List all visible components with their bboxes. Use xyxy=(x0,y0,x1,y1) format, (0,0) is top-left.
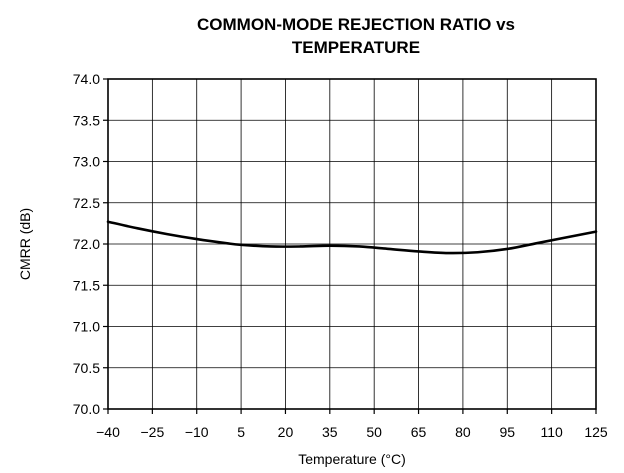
chart-title-line-2: TEMPERATURE xyxy=(292,38,420,57)
x-tick-label: 50 xyxy=(366,424,382,440)
plot-frame xyxy=(107,78,597,410)
y-tick-label: 70.0 xyxy=(73,401,100,417)
y-tick-label: 71.0 xyxy=(73,319,100,335)
gridlines xyxy=(108,79,596,409)
axis-ticks xyxy=(103,78,597,414)
y-tick-label: 72.0 xyxy=(73,236,100,252)
x-tick-label: 35 xyxy=(322,424,338,440)
y-tick-label: 70.5 xyxy=(73,360,100,376)
y-tick-label: 71.5 xyxy=(73,277,100,293)
x-tick-label: 80 xyxy=(455,424,471,440)
chart-title-line-1: COMMON-MODE REJECTION RATIO vs xyxy=(197,15,515,34)
x-axis-label: Temperature (°C) xyxy=(298,451,406,467)
x-tick-label: −10 xyxy=(185,424,209,440)
x-tick-labels: −40 −25 −10 5 20 35 50 65 80 95 110 125 xyxy=(96,424,608,440)
x-tick-label: −40 xyxy=(96,424,120,440)
x-tick-label: 65 xyxy=(411,424,427,440)
x-tick-label: −25 xyxy=(140,424,164,440)
y-tick-label: 72.5 xyxy=(73,195,100,211)
x-tick-label: 5 xyxy=(237,424,245,440)
y-tick-label: 73.0 xyxy=(73,154,100,170)
x-tick-label: 20 xyxy=(278,424,294,440)
x-tick-label: 110 xyxy=(540,424,563,440)
x-tick-label: 125 xyxy=(584,424,608,440)
series-layer xyxy=(106,220,598,255)
x-tick-label: 95 xyxy=(499,424,515,440)
y-tick-label: 73.5 xyxy=(73,112,100,128)
y-axis-label: CMRR (dB) xyxy=(17,208,33,280)
y-tick-label: 74.0 xyxy=(73,71,100,87)
cmrr-series-line xyxy=(106,220,598,255)
y-tick-labels: 70.0 70.5 71.0 71.5 72.0 72.5 73.0 73.5 74.0 xyxy=(73,71,100,417)
